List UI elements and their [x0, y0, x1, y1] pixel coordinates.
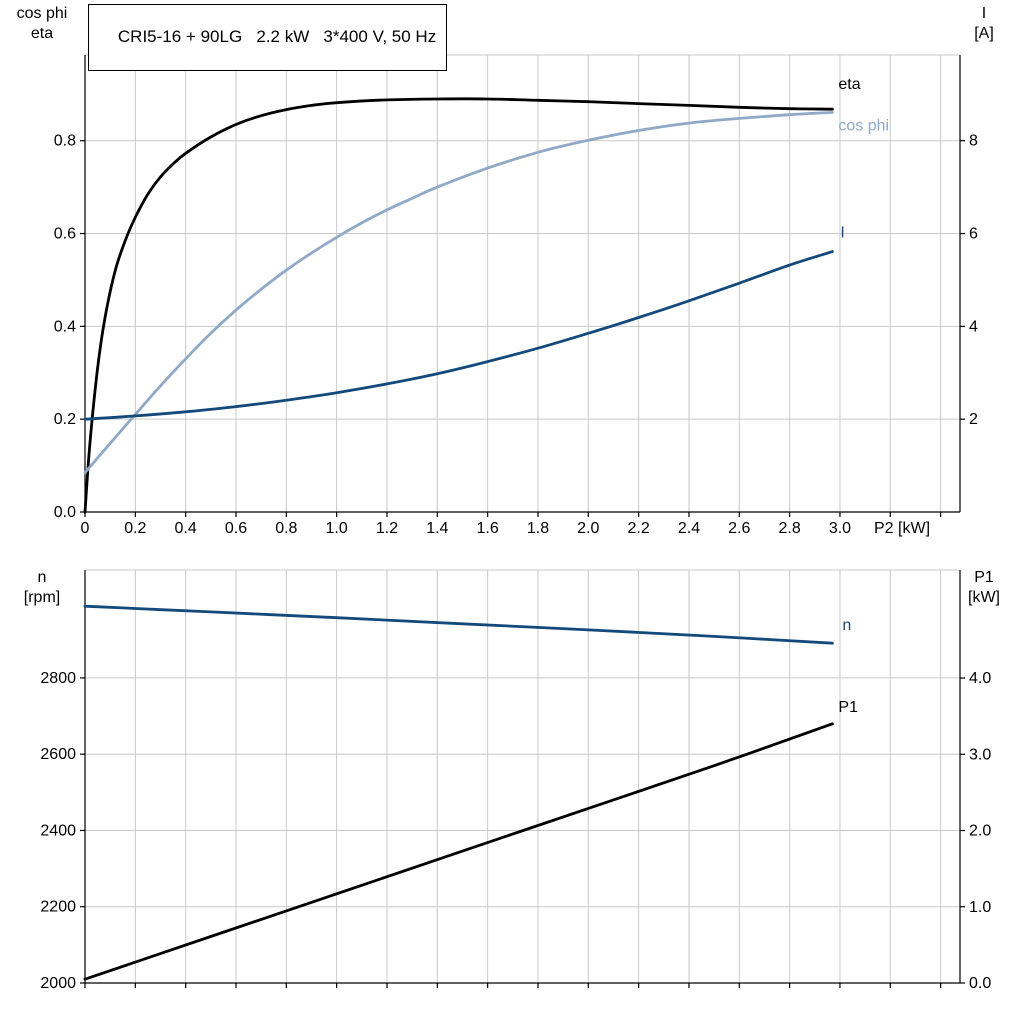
- x-tick-label: 0.6: [225, 520, 247, 537]
- right-tick-label: 3.0: [969, 746, 991, 763]
- right-tick-label: 1.0: [969, 899, 991, 916]
- right-tick-label: 4.0: [969, 670, 991, 687]
- left-tick-label: 2200: [40, 899, 76, 916]
- top-left-axis-title: cos phi eta: [2, 4, 82, 44]
- x-tick-label: 1.2: [376, 520, 398, 537]
- left-tick-label: 0.8: [54, 133, 76, 150]
- axis-title-p2: P2 [kW]: [874, 520, 931, 537]
- x-tick-label: 0.8: [275, 520, 297, 537]
- series-curve-eta: [83, 97, 834, 514]
- axis-title-current: I: [981, 5, 987, 22]
- left-tick-label: 0.4: [54, 318, 76, 335]
- series-curve-p1: [83, 722, 834, 981]
- left-tick-label: 0.6: [54, 226, 76, 243]
- left-tick-label: 0.2: [54, 411, 76, 428]
- axis-title-p1-unit: [kW]: [968, 589, 1000, 606]
- curve-label-current: I: [840, 225, 844, 242]
- top-right-axis-title: I [A]: [952, 4, 1016, 44]
- axis-title-speed-unit: [rpm]: [23, 589, 61, 606]
- left-tick-label: 0.0: [54, 504, 76, 521]
- left-tick-label: 2800: [40, 670, 76, 687]
- x-tick-label: 1.4: [426, 520, 448, 537]
- right-tick-label: 4: [969, 318, 978, 335]
- series-curve-speed: [83, 604, 834, 645]
- chart-title-box: CRI5-16 + 90LG 2.2 kW 3*400 V, 50 Hz: [88, 4, 448, 71]
- curve-label-p1: P1: [838, 699, 858, 716]
- x-tick-label: 1.8: [527, 520, 549, 537]
- left-tick-label: 2000: [40, 975, 76, 992]
- x-tick-label: 3.0: [829, 520, 851, 537]
- x-tick-label: 2.8: [779, 520, 801, 537]
- x-tick-label: 0.2: [124, 520, 146, 537]
- axis-title-speed: n: [37, 569, 47, 586]
- axis-title-eta: eta: [30, 25, 54, 42]
- x-tick-label: 2.4: [678, 520, 700, 537]
- right-tick-label: 8: [969, 133, 978, 150]
- curve-label-cos-phi: cos phi: [838, 117, 889, 134]
- axis-title-p1: P1: [974, 569, 994, 586]
- x-tick-label: 2.0: [577, 520, 599, 537]
- right-tick-label: 0.0: [969, 975, 991, 992]
- series-curve-cos-phi: [83, 111, 834, 474]
- x-tick-label: 1.0: [326, 520, 348, 537]
- x-tick-label: 0.4: [175, 520, 197, 537]
- chart-title: CRI5-16 + 90LG 2.2 kW 3*400 V, 50 Hz: [117, 27, 437, 46]
- left-tick-label: 2600: [40, 746, 76, 763]
- x-axis-title: P2 [kW]: [874, 519, 984, 539]
- x-tick-label: 1.6: [477, 520, 499, 537]
- curve-label-eta: eta: [838, 76, 860, 93]
- x-tick-label: 2.2: [628, 520, 650, 537]
- right-tick-label: 6: [969, 226, 978, 243]
- axis-title-cos-phi: cos phi: [16, 5, 68, 22]
- axis-title-current-unit: [A]: [974, 25, 994, 42]
- right-tick-label: 2.0: [969, 823, 991, 840]
- right-tick-label: 2: [969, 411, 978, 428]
- x-tick-label: 0: [81, 520, 90, 537]
- bottom-right-axis-title: P1 [kW]: [952, 568, 1016, 608]
- bottom-left-axis-title: n [rpm]: [2, 568, 82, 608]
- curve-label-speed: n: [842, 617, 851, 634]
- left-tick-label: 2400: [40, 822, 76, 839]
- x-tick-label: 2.6: [728, 520, 750, 537]
- series-curve-current: [83, 250, 834, 421]
